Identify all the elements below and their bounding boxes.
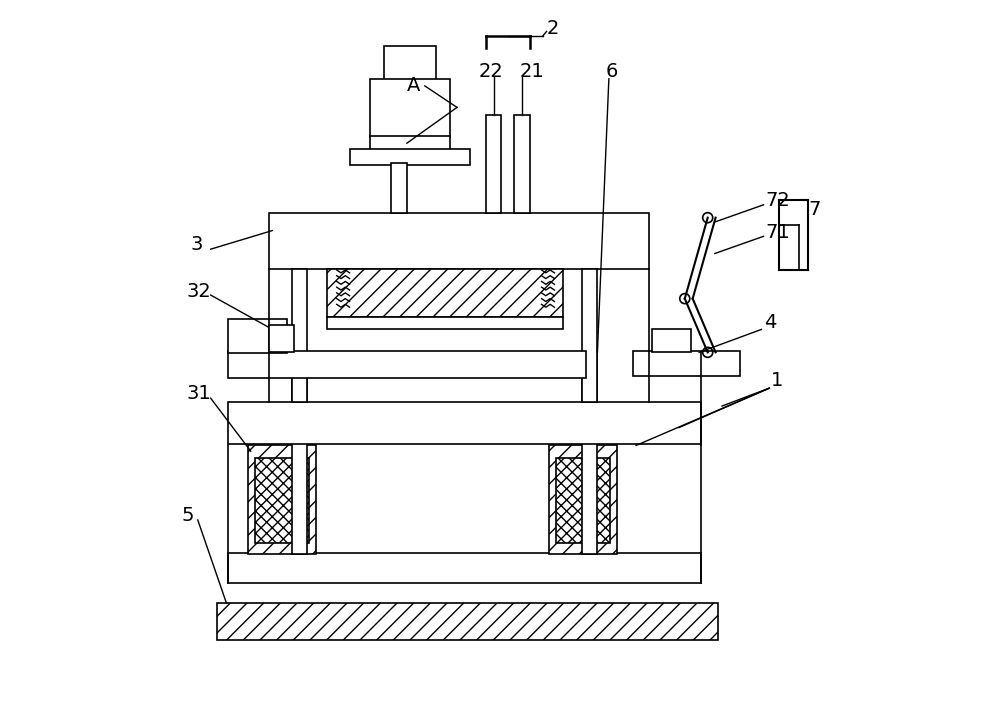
Bar	[292, 352, 307, 554]
Bar	[582, 352, 597, 554]
Bar	[384, 46, 436, 81]
Text: 7: 7	[808, 200, 820, 219]
Bar	[556, 458, 610, 543]
Bar	[549, 446, 617, 554]
Bar	[327, 268, 563, 317]
Bar	[228, 553, 701, 583]
Bar	[633, 351, 740, 376]
Bar	[248, 446, 316, 554]
Text: 1: 1	[771, 372, 783, 390]
Text: 22: 22	[479, 62, 503, 81]
Bar	[269, 213, 649, 268]
Bar	[327, 316, 563, 329]
Text: 72: 72	[765, 191, 790, 210]
Bar	[269, 325, 294, 352]
Text: 21: 21	[520, 62, 545, 81]
Bar	[582, 268, 597, 403]
Bar	[228, 403, 701, 444]
Text: 2: 2	[547, 19, 559, 38]
Text: 71: 71	[765, 222, 790, 242]
Bar	[217, 603, 718, 640]
Bar	[228, 319, 287, 353]
Text: A: A	[407, 76, 420, 96]
Text: 6: 6	[606, 62, 618, 81]
Bar	[391, 163, 407, 214]
Text: 32: 32	[186, 282, 211, 301]
Bar	[350, 149, 470, 165]
Text: 31: 31	[186, 385, 211, 403]
Bar	[370, 79, 450, 137]
Bar	[228, 351, 586, 378]
Bar	[514, 114, 530, 213]
Bar	[292, 268, 307, 403]
Bar	[652, 329, 691, 352]
Bar	[370, 136, 450, 150]
Bar	[486, 114, 501, 213]
Bar	[255, 458, 309, 543]
Text: 4: 4	[764, 313, 776, 331]
Text: 3: 3	[191, 235, 203, 255]
Text: 5: 5	[181, 506, 194, 525]
